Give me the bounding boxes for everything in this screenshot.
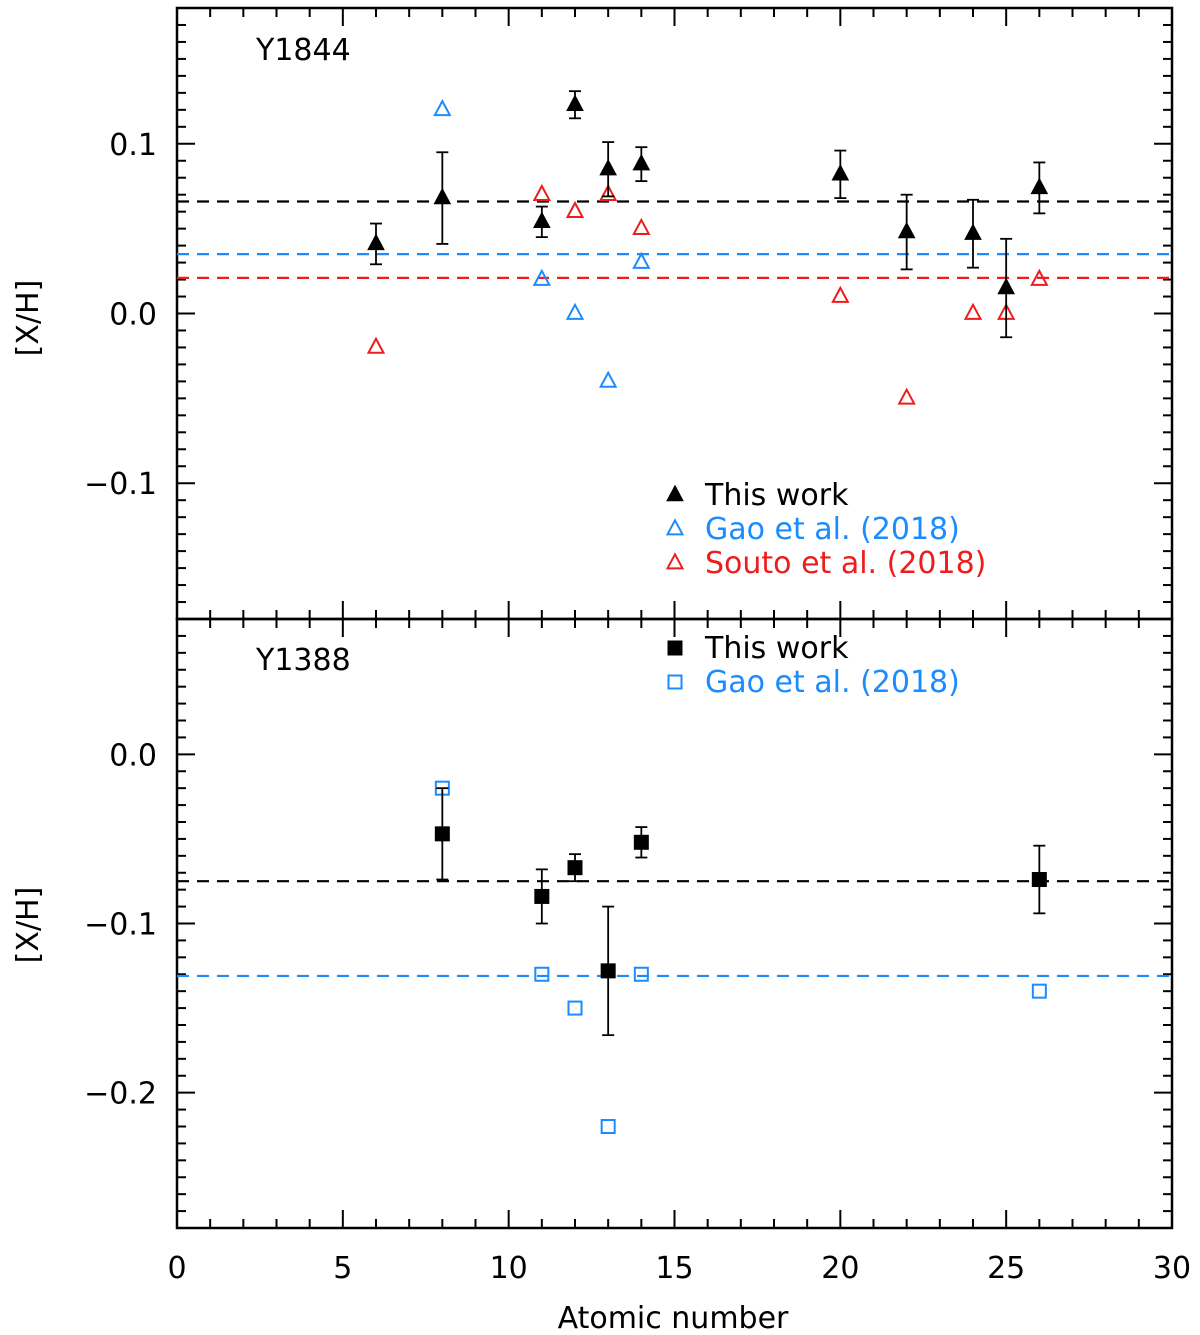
plot-frame	[175, 617, 1174, 1230]
data-point	[534, 888, 550, 904]
x-tick-label: 25	[987, 1251, 1025, 1286]
data-point	[566, 94, 584, 111]
data-point	[897, 221, 916, 239]
x-tick-label: 15	[655, 1251, 693, 1286]
data-point	[567, 1000, 583, 1016]
data-point	[433, 187, 452, 205]
data-point	[964, 223, 982, 240]
x-tick-label: 5	[333, 1251, 352, 1286]
data-point	[600, 1119, 616, 1134]
data-point	[1030, 268, 1049, 286]
data-point	[433, 99, 452, 117]
legend-label: This work	[704, 631, 849, 666]
x-tick-label: 20	[821, 1251, 859, 1286]
data-point	[1030, 177, 1049, 195]
data-point	[633, 834, 649, 850]
data-point	[598, 183, 618, 202]
panel-label: Y1388	[255, 643, 351, 678]
data-point	[598, 370, 618, 388]
legend-marker	[667, 640, 683, 656]
y-tick-label: −0.1	[84, 467, 157, 502]
y-tick-label: −0.1	[84, 908, 157, 943]
data-point	[897, 387, 916, 405]
data-point	[1031, 872, 1047, 888]
x-tick-label: 10	[490, 1251, 528, 1286]
legend-label: Gao et al. (2018)	[705, 512, 960, 547]
data-point	[565, 302, 585, 320]
legend-label: Gao et al. (2018)	[705, 665, 960, 700]
panel-y1388: −0.2 −0.1 0.0 0 5 10 15 20 25 30 [X/H] Y1388 This wo…	[11, 617, 1191, 1286]
legend-marker	[666, 484, 684, 502]
y-axis-label: [X/H]	[11, 280, 46, 357]
data-point	[1031, 983, 1047, 999]
data-point	[963, 302, 983, 320]
data-point	[434, 826, 450, 842]
data-point	[831, 285, 850, 303]
data-point	[632, 153, 651, 171]
panel-label: Y1844	[255, 33, 351, 68]
data-point	[632, 217, 651, 235]
y-tick-label: 0.0	[109, 738, 157, 773]
x-axis-label: Atomic number	[558, 1301, 789, 1335]
data-point	[532, 211, 551, 229]
data-point	[997, 277, 1016, 295]
data-point	[600, 963, 616, 979]
x-tick-label: 30	[1153, 1251, 1191, 1286]
legend-label: Souto et al. (2018)	[705, 546, 986, 581]
data-point	[633, 966, 649, 982]
legend-marker	[665, 552, 685, 570]
data-point	[532, 183, 552, 202]
y-tick-label: 0.0	[109, 298, 157, 333]
data-point	[632, 251, 651, 269]
data-point	[599, 158, 618, 176]
legend-marker	[667, 674, 683, 690]
x-tick-label: 0	[167, 1251, 186, 1286]
data-point	[565, 200, 585, 218]
data-point	[532, 268, 552, 286]
data-point	[367, 233, 385, 251]
data-point	[567, 860, 583, 876]
plot-frame	[175, 6, 1174, 621]
legend-marker	[665, 518, 685, 536]
y-tick-label: 0.1	[109, 128, 157, 163]
data-point	[534, 966, 550, 982]
y-axis-label: [X/H]	[11, 887, 46, 964]
data-point	[366, 336, 386, 354]
legend-label: This work	[704, 478, 849, 513]
y-tick-label: −0.2	[84, 1077, 157, 1112]
data-point	[831, 163, 850, 181]
